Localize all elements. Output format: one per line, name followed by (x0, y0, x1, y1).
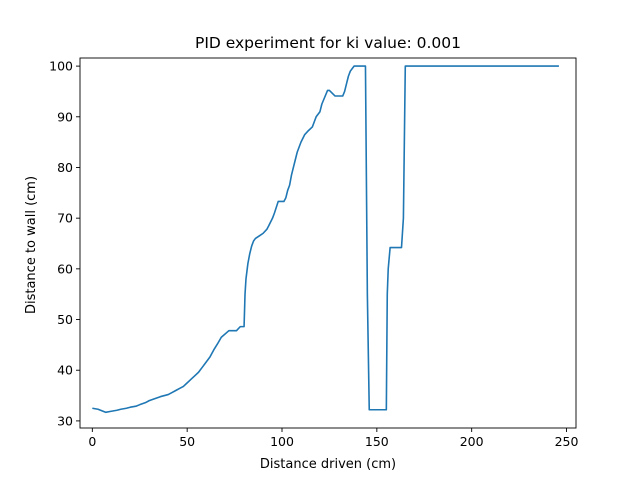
y-axis-label: Distance to wall (cm) (24, 176, 39, 314)
y-tick-label-0: 30 (57, 413, 73, 428)
y-tick-label-3: 60 (57, 261, 73, 276)
x-tick-label-5: 250 (555, 434, 579, 449)
y-tick-label-7: 100 (49, 59, 73, 74)
x-tick-label-3: 150 (365, 434, 389, 449)
chart-title: PID experiment for ki value: 0.001 (195, 34, 461, 52)
y-axis: 30 40 50 60 70 80 90 100 (49, 59, 80, 428)
x-tick-label-4: 200 (460, 434, 484, 449)
series-line-0 (92, 65, 559, 414)
x-axis-label: Distance driven (cm) (260, 457, 396, 472)
y-tick-label-1: 40 (57, 363, 73, 378)
x-axis: 0 50 100 150 200 250 (88, 428, 578, 449)
axes-frame (79, 57, 577, 429)
plot-area (92, 65, 559, 414)
y-tick-label-4: 70 (57, 211, 73, 226)
x-tick-label-1: 50 (179, 434, 195, 449)
x-tick-label-0: 0 (88, 434, 96, 449)
y-tick-label-2: 50 (57, 312, 73, 327)
y-tick-label-6: 90 (57, 109, 73, 124)
x-tick-label-2: 100 (270, 434, 294, 449)
y-tick-label-5: 80 (57, 160, 73, 175)
